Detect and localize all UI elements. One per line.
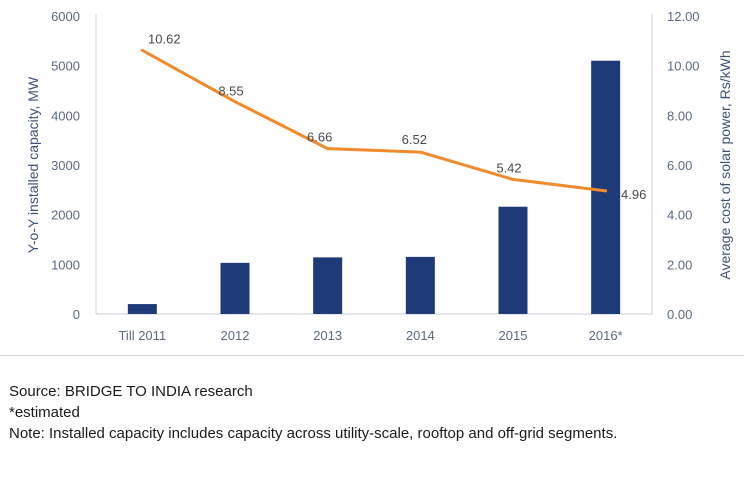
y-tick-label: 1000 (51, 257, 80, 272)
line-point (511, 177, 515, 181)
y-tick-label: 6000 (51, 9, 80, 24)
x-tick-label: 2012 (221, 328, 250, 343)
y-right-tick-label: 4.00 (667, 208, 692, 223)
bar (591, 60, 621, 315)
x-tick-label: 2016* (589, 328, 623, 343)
estimated-note: *estimated (9, 404, 80, 421)
x-tick-label: 2015 (499, 328, 528, 343)
y-right-tick-label: 12.00 (667, 9, 700, 24)
y-right-tick-label: 10.00 (667, 59, 700, 74)
bar (127, 304, 157, 314)
y-right-tick-label: 0.00 (667, 307, 692, 322)
y-tick-label: 3000 (51, 158, 80, 173)
y-tick-label: 0 (73, 307, 80, 322)
line-data-label: 8.55 (218, 84, 243, 99)
line-data-label: 6.66 (307, 130, 332, 145)
line-point (233, 100, 237, 104)
installed-capacity-note: Note: Installed capacity includes capaci… (9, 425, 618, 442)
bar (313, 257, 343, 314)
bar (220, 262, 250, 314)
y-right-tick-label: 2.00 (667, 257, 692, 272)
notes: Source: BRIDGE TO INDIA research *estima… (9, 381, 739, 444)
y-right-axis-title: Average cost of solar power, Rs/kWh (717, 50, 733, 279)
y-tick-label: 5000 (51, 59, 80, 74)
bar (405, 256, 435, 314)
x-tick-label: 2014 (406, 328, 435, 343)
line-point (140, 48, 144, 52)
line-data-label: 4.96 (621, 187, 646, 202)
line-point (326, 147, 330, 151)
cost-line (141, 48, 606, 193)
bar (498, 206, 528, 314)
line-point (604, 189, 608, 193)
y-right-tick-label: 8.00 (667, 108, 692, 123)
line-data-label: 10.62 (148, 31, 181, 46)
x-tick-label: 2013 (313, 328, 342, 343)
chart-area: 0 1000 2000 3000 4000 5000 6000 0.00 2.00 4.00 6.0… (25, 9, 733, 343)
y-right-tick-label: 6.00 (667, 158, 692, 173)
divider (0, 355, 744, 356)
line-data-label: 6.52 (402, 132, 427, 147)
line-point (418, 150, 422, 154)
y-tick-label: 4000 (51, 108, 80, 123)
y-tick-label: 2000 (51, 208, 80, 223)
source-note: Source: BRIDGE TO INDIA research (9, 383, 253, 400)
combo-chart: 0 1000 2000 3000 4000 5000 6000 0.00 2.00 4.00 6.0… (25, 9, 733, 343)
line-data-label: 5.42 (496, 160, 521, 175)
y-axis-title: Y-o-Y installed capacity, MW (25, 76, 41, 253)
x-tick-label: Till 2011 (118, 328, 166, 343)
